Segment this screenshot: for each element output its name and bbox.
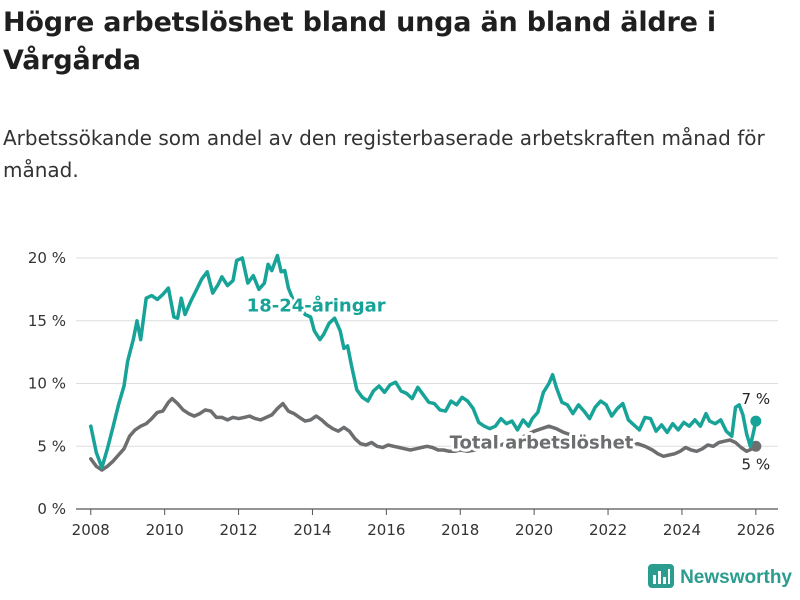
- x-tick-label: 2008: [72, 521, 110, 539]
- end-label-total: 5 %5 %: [739, 452, 774, 476]
- gridlines: [76, 257, 778, 510]
- series-endpoint-total: [750, 440, 762, 452]
- end-label-total-halo: 5 %: [742, 455, 771, 473]
- series-label-youth-halo: 18-24-åringar: [247, 295, 386, 317]
- end-label-youth-text: 7 %: [742, 390, 771, 408]
- x-tick-label: 2012: [219, 521, 257, 539]
- bar-chart-logo-icon: [648, 564, 675, 592]
- chart-title: Högre arbetslöshet bland unga än bland ä…: [3, 7, 716, 76]
- x-tick-label: 2010: [146, 521, 184, 539]
- x-tick-label: 2016: [367, 521, 405, 539]
- end-label-total-text: 5 %: [742, 455, 771, 473]
- series-line-youth: [89, 253, 758, 470]
- x-axis: 2008 2010 2012 2014 2016 2018 2020 2022 2024 2026: [72, 509, 775, 539]
- x-tick-label: 2018: [441, 521, 479, 539]
- series-label-total-halo: Total arbetslöshet: [450, 432, 634, 453]
- y-axis: 0 % 5 % 10 % 15 % 20 %: [28, 249, 66, 518]
- x-tick-label: 2024: [663, 521, 701, 539]
- series-line-total: [89, 396, 758, 472]
- y-tick-label: 20 %: [28, 249, 66, 267]
- brand-name: Newsworthy: [680, 567, 792, 588]
- series-label-youth-text: 18-24-åringar: [247, 295, 386, 317]
- y-tick-label: 10 %: [28, 375, 66, 393]
- end-label-youth: 7 %7 %: [739, 387, 774, 411]
- y-tick-label: 15 %: [28, 312, 66, 330]
- series-layer: [89, 253, 762, 472]
- x-tick-label: 2014: [293, 521, 331, 539]
- newsworthy-brand: Newsworthy: [648, 564, 792, 592]
- x-tick-label: 2022: [589, 521, 627, 539]
- chart-subtitle: Arbetssökande som andel av den registerb…: [3, 126, 765, 182]
- y-tick-label: 5 %: [37, 437, 66, 455]
- series-label-total-text: Total arbetslöshet: [450, 432, 634, 453]
- y-tick-label: 0 %: [37, 500, 66, 518]
- x-tick-label: 2020: [515, 521, 553, 539]
- series-endpoint-youth: [750, 415, 762, 427]
- end-label-youth-halo: 7 %: [742, 390, 771, 408]
- x-tick-label: 2026: [737, 521, 775, 539]
